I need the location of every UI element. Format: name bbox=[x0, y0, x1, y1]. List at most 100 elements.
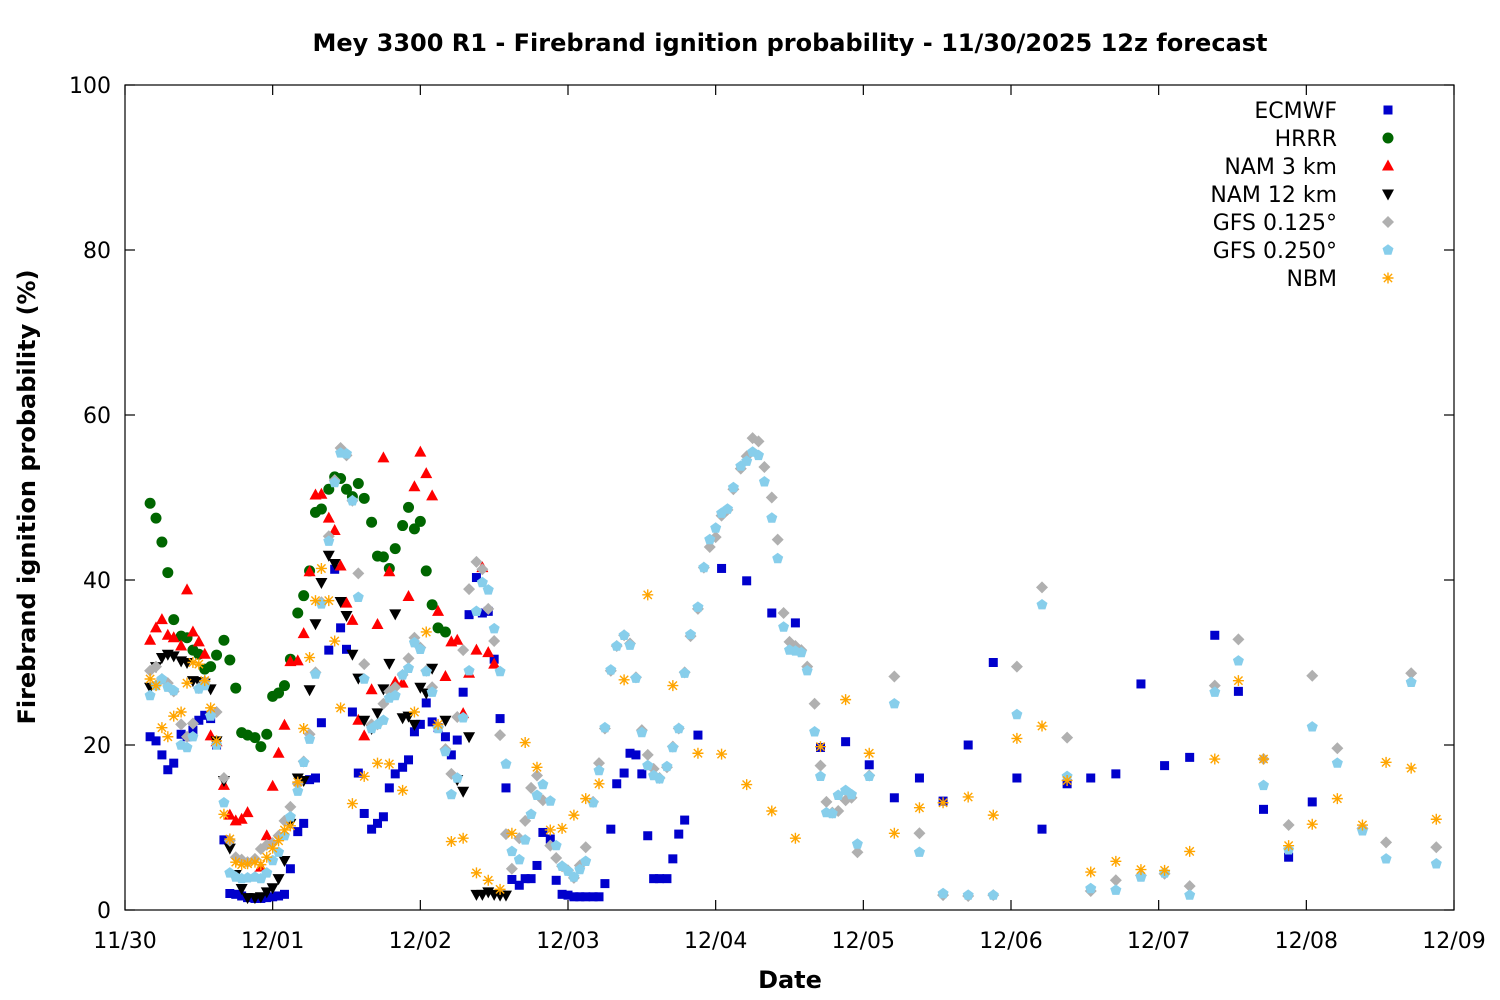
data-point bbox=[389, 689, 401, 701]
data-point bbox=[329, 635, 341, 647]
data-point bbox=[168, 684, 180, 696]
data-point bbox=[618, 629, 630, 640]
data-point bbox=[224, 654, 236, 666]
data-point bbox=[1405, 762, 1417, 774]
data-point bbox=[649, 874, 659, 884]
data-point bbox=[414, 682, 427, 694]
data-point bbox=[500, 758, 512, 769]
y-tick-label: 60 bbox=[83, 404, 111, 429]
data-point bbox=[801, 665, 813, 676]
data-point bbox=[1282, 819, 1295, 832]
data-point bbox=[667, 741, 679, 753]
data-point bbox=[488, 657, 501, 669]
data-point bbox=[505, 862, 518, 875]
data-point bbox=[260, 887, 273, 899]
data-point bbox=[579, 841, 592, 854]
data-point bbox=[470, 605, 482, 616]
data-point bbox=[181, 677, 193, 689]
data-point bbox=[267, 842, 279, 854]
data-point bbox=[377, 714, 389, 725]
data-point bbox=[176, 729, 186, 739]
data-point bbox=[186, 717, 199, 730]
data-point bbox=[741, 779, 753, 791]
series-gfs-0-250- bbox=[144, 446, 1442, 900]
data-point bbox=[396, 676, 409, 688]
data-point bbox=[587, 797, 599, 808]
data-point bbox=[144, 497, 156, 509]
data-point bbox=[814, 759, 827, 772]
data-point bbox=[482, 646, 495, 658]
data-point bbox=[1356, 819, 1368, 831]
data-point bbox=[612, 779, 622, 789]
data-point bbox=[741, 455, 753, 466]
data-point bbox=[452, 735, 462, 745]
data-point bbox=[342, 644, 351, 654]
data-point bbox=[255, 741, 267, 753]
data-point bbox=[284, 811, 296, 822]
legend-marker bbox=[1382, 132, 1394, 144]
data-point bbox=[482, 874, 494, 886]
legend-marker bbox=[1382, 159, 1394, 171]
data-point bbox=[520, 874, 530, 884]
data-point bbox=[193, 658, 205, 670]
data-point bbox=[323, 595, 335, 607]
data-point bbox=[704, 533, 716, 545]
data-point bbox=[199, 675, 211, 687]
data-point bbox=[772, 552, 784, 564]
data-point bbox=[841, 737, 851, 747]
data-point bbox=[668, 854, 678, 864]
data-point bbox=[219, 835, 229, 845]
data-point bbox=[551, 875, 561, 885]
data-point bbox=[322, 511, 335, 523]
y-tick-label: 20 bbox=[83, 734, 111, 759]
data-point bbox=[1405, 667, 1418, 680]
data-point bbox=[537, 778, 549, 790]
data-point bbox=[365, 683, 378, 695]
chart-title: Mey 3300 R1 - Firebrand ignition probabi… bbox=[312, 29, 1267, 57]
data-point bbox=[304, 652, 316, 664]
data-point bbox=[624, 639, 636, 650]
data-point bbox=[359, 808, 369, 818]
data-point bbox=[150, 621, 163, 633]
data-point bbox=[499, 890, 512, 902]
data-point bbox=[1258, 753, 1270, 765]
data-point bbox=[710, 522, 722, 533]
data-point bbox=[334, 559, 347, 571]
data-point bbox=[175, 718, 188, 731]
data-point bbox=[1284, 852, 1294, 862]
data-point bbox=[840, 694, 852, 706]
data-point bbox=[358, 492, 370, 504]
data-point bbox=[155, 613, 168, 625]
data-point bbox=[655, 874, 665, 884]
data-point bbox=[298, 590, 310, 602]
data-point bbox=[389, 609, 402, 621]
data-point bbox=[963, 740, 973, 750]
data-point bbox=[426, 663, 439, 675]
data-point bbox=[451, 772, 463, 783]
data-point bbox=[402, 652, 415, 665]
x-tick-label: 12/04 bbox=[684, 929, 747, 954]
data-point bbox=[562, 865, 574, 876]
data-point bbox=[409, 727, 419, 737]
data-point bbox=[420, 665, 432, 677]
data-point bbox=[261, 867, 273, 878]
data-point bbox=[358, 715, 371, 727]
data-point bbox=[820, 795, 833, 808]
data-points bbox=[144, 432, 1443, 905]
data-point bbox=[346, 798, 358, 810]
data-point bbox=[293, 827, 303, 837]
data-point bbox=[888, 827, 900, 839]
data-point bbox=[268, 892, 278, 902]
data-point bbox=[167, 631, 180, 643]
data-point bbox=[913, 846, 925, 857]
data-point bbox=[175, 706, 187, 718]
data-point bbox=[550, 839, 562, 851]
data-point bbox=[192, 635, 205, 647]
data-point bbox=[225, 889, 235, 898]
data-point bbox=[519, 834, 531, 845]
data-point bbox=[514, 880, 524, 890]
data-point bbox=[218, 634, 230, 646]
data-point bbox=[446, 750, 456, 760]
data-point bbox=[414, 515, 426, 527]
data-point bbox=[358, 658, 371, 671]
